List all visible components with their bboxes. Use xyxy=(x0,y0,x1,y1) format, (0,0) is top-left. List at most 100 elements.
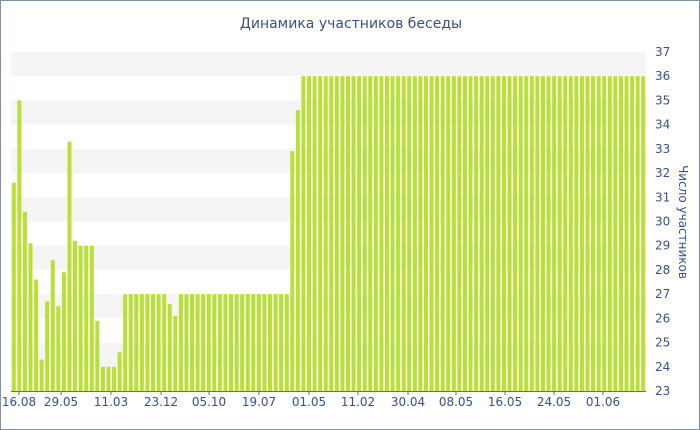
bar xyxy=(435,76,440,392)
y-tick-label: 30 xyxy=(655,215,670,229)
bar xyxy=(39,359,44,391)
grid-band xyxy=(11,294,646,319)
bar xyxy=(89,245,94,391)
bar xyxy=(84,245,89,391)
y-tick-label: 34 xyxy=(655,118,670,132)
bar xyxy=(206,294,211,391)
bar xyxy=(167,303,172,391)
y-tick-label: 28 xyxy=(655,263,670,277)
bar xyxy=(117,352,122,391)
bar xyxy=(529,76,534,392)
y-tick-label: 25 xyxy=(655,336,670,350)
bar xyxy=(579,76,584,392)
bar xyxy=(145,294,150,391)
bar xyxy=(368,76,373,392)
grid-band xyxy=(11,148,646,174)
bar xyxy=(34,279,39,391)
bar xyxy=(184,294,189,391)
x-tick-label: 30.04 xyxy=(391,395,425,409)
x-tick-label: 11.03 xyxy=(94,395,128,409)
bar xyxy=(128,294,133,391)
bar xyxy=(451,76,456,392)
y-tick-label: 31 xyxy=(655,190,670,204)
bar xyxy=(262,294,267,391)
bar xyxy=(273,294,278,391)
bar xyxy=(524,76,529,392)
bar xyxy=(256,294,261,391)
bar xyxy=(384,76,389,392)
bar xyxy=(229,294,234,391)
bar xyxy=(201,294,206,391)
x-tick-label: 16.05 xyxy=(488,395,522,409)
bar xyxy=(574,76,579,392)
bar xyxy=(340,76,345,392)
y-axis-ticks: 23 24 25 26 27 28 29 30 31 32 33 34 35 36 37 xyxy=(655,45,670,398)
bar xyxy=(563,76,568,392)
x-tick-label: 19.07 xyxy=(242,395,276,409)
bar xyxy=(546,76,551,392)
bar xyxy=(301,76,306,392)
bar xyxy=(390,76,395,392)
bar xyxy=(295,110,300,392)
bar xyxy=(329,76,334,392)
bar xyxy=(312,76,317,392)
y-tick-label: 26 xyxy=(655,311,670,325)
bar xyxy=(585,76,590,392)
x-tick-label: 08.05 xyxy=(439,395,473,409)
bar xyxy=(173,315,178,391)
y-tick-label: 27 xyxy=(655,287,670,301)
bar xyxy=(396,76,401,392)
bar xyxy=(307,76,312,392)
bar xyxy=(240,294,245,391)
bar xyxy=(245,294,250,391)
bar xyxy=(106,366,111,391)
bar xyxy=(45,301,50,391)
bar xyxy=(123,294,128,391)
bar xyxy=(50,260,55,391)
y-tick-label: 33 xyxy=(655,142,670,156)
bar xyxy=(462,76,467,392)
bar xyxy=(151,294,156,391)
bar xyxy=(95,320,100,391)
bar xyxy=(407,76,412,392)
bar xyxy=(440,76,445,392)
x-tick-label: 01.05 xyxy=(292,395,326,409)
bar xyxy=(624,76,629,392)
bar xyxy=(357,76,362,392)
bar xyxy=(279,294,284,391)
bar xyxy=(557,76,562,392)
bar xyxy=(474,76,479,392)
bar xyxy=(490,76,495,392)
bar xyxy=(212,294,217,391)
bar xyxy=(630,76,635,392)
bar xyxy=(268,294,273,391)
bar xyxy=(78,245,83,391)
bar xyxy=(535,76,540,392)
bar xyxy=(635,76,640,392)
bar xyxy=(423,76,428,392)
y-tick-label: 24 xyxy=(655,360,670,374)
y-tick-label: 23 xyxy=(655,384,670,398)
chart-title: Динамика участников беседы xyxy=(240,16,462,32)
bar xyxy=(591,76,596,392)
x-axis-ticks: 16.08 29.05 11.03 23.12 05.10 19.07 01.05 11.02… xyxy=(2,391,620,409)
grid-band xyxy=(11,100,646,125)
bar xyxy=(112,366,117,391)
bar xyxy=(501,76,506,392)
bar xyxy=(73,240,78,391)
grid-band xyxy=(11,342,646,367)
x-tick-label: 16.08 xyxy=(2,395,36,409)
bar xyxy=(468,76,473,392)
bar xyxy=(345,76,350,392)
bar xyxy=(22,211,27,391)
bar xyxy=(290,151,295,391)
bar xyxy=(11,182,16,391)
bar xyxy=(518,76,523,392)
bar xyxy=(217,294,222,391)
bar xyxy=(318,76,323,392)
y-tick-label: 36 xyxy=(655,69,670,83)
bar xyxy=(479,76,484,392)
x-tick-label: 01.06 xyxy=(586,395,620,409)
bar xyxy=(56,306,61,391)
